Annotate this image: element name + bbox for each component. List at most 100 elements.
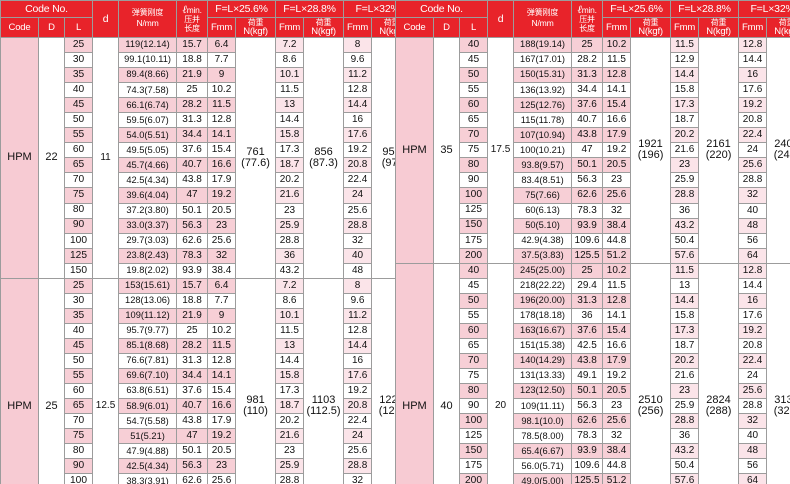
cell-f-288: 20.2 <box>275 172 305 189</box>
cell-f-32: 8 <box>343 277 373 294</box>
cell-spring-stiffness: 59.5(6.07) <box>118 112 178 129</box>
cell-lmin: 15.7 <box>176 36 209 54</box>
cell-spring-stiffness: 245(25.00) <box>513 262 573 279</box>
cell-f-32: 25.6 <box>343 443 373 460</box>
cell-wire-diameter: 11 <box>92 37 120 279</box>
cell-f-32: 9.6 <box>343 52 373 69</box>
cell-length: 80 <box>458 383 489 400</box>
cell-lmin: 62.6 <box>571 413 604 430</box>
header-lmin-cjk1: 压并 <box>184 15 200 25</box>
right-spec-table: Code No. d 弹簧刚度 N/mm ℓmin. 压并 长度 F=L×25.… <box>394 0 790 484</box>
cell-f-32: 16 <box>343 112 373 129</box>
cell-f-288: 14.4 <box>670 292 700 309</box>
cell-load-256: 2510 (256) <box>630 262 672 484</box>
cell-f-256: 7.7 <box>207 292 237 309</box>
cell-f-256: 20.5 <box>602 157 632 174</box>
cell-f-32: 14.4 <box>343 97 373 114</box>
cell-f-32: 48 <box>738 217 768 234</box>
header-fmm-3: Fmm <box>738 17 768 38</box>
header-load-1: 荷重 N(kgf) <box>235 17 277 38</box>
table-row: 65 115(11.78) 40.7 16.6 18.7 20.8 <box>396 112 790 129</box>
cell-f-32: 20.8 <box>738 337 768 354</box>
cell-length: 125 <box>458 202 489 219</box>
cell-lmin: 43.8 <box>571 352 604 370</box>
header-lmin-cjk1: 压并 <box>579 15 595 25</box>
cell-f-256: 38.4 <box>207 262 237 279</box>
header-lmin-symbol: ℓmin. <box>577 4 597 17</box>
cell-f-288: 8.6 <box>275 52 305 69</box>
cell-lmin: 18.8 <box>176 52 209 69</box>
cell-length: 45 <box>63 337 94 354</box>
cell-load-288: 2824 (288) <box>698 262 740 484</box>
cell-f-256: 12.8 <box>207 112 237 129</box>
header-stiffness-unit: N/mm <box>136 17 159 28</box>
cell-f-32: 16 <box>343 352 373 370</box>
cell-lmin: 47 <box>176 187 209 204</box>
cell-f-288: 25.9 <box>670 398 700 415</box>
cell-f-256: 12.8 <box>602 67 632 84</box>
cell-spring-stiffness: 83.4(8.51) <box>513 172 573 189</box>
cell-f-32: 32 <box>738 187 768 204</box>
cell-lmin: 34.4 <box>571 82 604 99</box>
cell-length: 70 <box>458 352 489 370</box>
cell-length: 40 <box>63 82 94 99</box>
cell-f-32: 56 <box>738 232 768 249</box>
cell-outer-diameter: 25 <box>38 277 65 484</box>
cell-spring-stiffness: 150(15.31) <box>513 67 573 84</box>
cell-wire-diameter: 20 <box>487 262 515 484</box>
cell-f-288: 28.8 <box>275 232 305 249</box>
cell-lmin: 78.3 <box>571 202 604 219</box>
header-fmm-2: Fmm <box>670 17 700 38</box>
cell-f-288: 11.5 <box>275 322 305 339</box>
cell-lmin: 93.9 <box>571 217 604 234</box>
cell-length: 55 <box>63 368 94 385</box>
cell-length: 100 <box>63 473 94 484</box>
header-f-288: F=L×28.8% <box>670 0 740 18</box>
cell-f-256: 17.9 <box>207 172 237 189</box>
cell-spring-stiffness: 37.2(3.80) <box>118 202 178 219</box>
left-spec-table: Code No. d 弹簧刚度 N/mm ℓmin. 压并 长度 F=L×25.… <box>0 0 413 484</box>
cell-spring-stiffness: 109(11.11) <box>513 398 573 415</box>
header-stiffness-cjk: 弹簧刚度 <box>526 8 559 18</box>
table-row: 150 65.4(6.67) 93.9 38.4 43.2 48 <box>396 443 790 460</box>
cell-spring-stiffness: 125(12.76) <box>513 97 573 114</box>
cell-spring-stiffness: 63.8(6.51) <box>118 383 178 400</box>
cell-length: 150 <box>458 443 489 460</box>
cell-f-32: 64 <box>738 247 768 264</box>
cell-load-256: 1921 (196) <box>630 37 672 264</box>
cell-spring-stiffness: 47.9(4.88) <box>118 443 178 460</box>
cell-lmin: 47 <box>176 428 209 445</box>
table-row: 100 38.3(3.91) 62.6 25.6 28.8 32 <box>1 473 412 484</box>
cell-f-32: 11.2 <box>343 307 373 324</box>
table-row: 65 58.9(6.01) 40.7 16.6 18.7 20.8 <box>1 398 412 415</box>
cell-lmin: 37.6 <box>176 142 209 159</box>
cell-f-256: 23 <box>207 217 237 234</box>
cell-spring-stiffness: 69.6(7.10) <box>118 368 178 385</box>
cell-length: 125 <box>63 247 94 264</box>
cell-length: 90 <box>63 458 94 475</box>
cell-f-32: 14.4 <box>343 337 373 354</box>
table-row: 75 51(5.21) 47 19.2 21.6 24 <box>1 428 412 445</box>
cell-lmin: 25 <box>176 82 209 99</box>
cell-f-256: 6.4 <box>207 36 237 54</box>
cell-f-256: 25.6 <box>207 232 237 249</box>
cell-f-256: 15.4 <box>207 142 237 159</box>
cell-f-32: 48 <box>343 262 373 279</box>
cell-f-288: 14.4 <box>670 67 700 84</box>
cell-lmin: 62.6 <box>176 473 209 484</box>
cell-lmin: 37.6 <box>176 383 209 400</box>
cell-f-288: 18.7 <box>670 112 700 129</box>
table-row: 55 54.0(5.51) 34.4 14.1 15.8 17.6 <box>1 127 412 144</box>
cell-f-32: 20.8 <box>343 398 373 415</box>
header-fmm-1: Fmm <box>207 17 237 38</box>
header-fmm-3: Fmm <box>343 17 373 38</box>
cell-length: 80 <box>63 202 94 219</box>
cell-lmin: 109.6 <box>571 458 604 475</box>
cell-length: 25 <box>63 36 94 54</box>
cell-lmin: 28.2 <box>571 52 604 69</box>
table-row: 90 42.5(4.34) 56.3 23 25.9 28.8 <box>1 458 412 475</box>
cell-f-256: 11.5 <box>207 97 237 114</box>
table-row: 150 19.8(2.02) 93.9 38.4 43.2 48 <box>1 262 412 279</box>
cell-f-288: 43.2 <box>275 262 305 279</box>
cell-spring-stiffness: 188(19.14) <box>513 36 573 54</box>
